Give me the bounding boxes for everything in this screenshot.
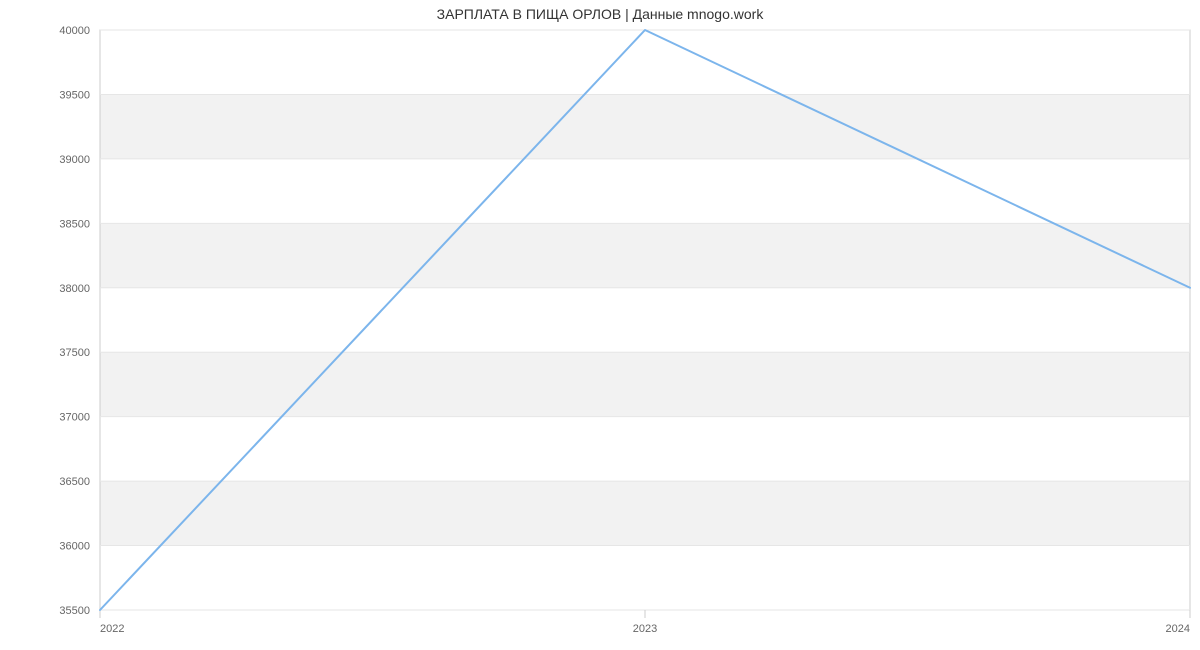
y-tick-label: 40000 — [59, 25, 90, 37]
y-tick-label: 38500 — [59, 218, 90, 230]
chart-svg: 35500 36000 36500 37000 37500 38000 38500 39000… — [0, 0, 1200, 650]
salary-line-chart: ЗАРПЛАТА В ПИЩА ОРЛОВ | Данные mnogo.wor… — [0, 0, 1200, 650]
x-tick-label: 2024 — [1166, 623, 1190, 635]
y-tick-label: 39500 — [59, 89, 90, 101]
y-tick-label: 38000 — [59, 283, 90, 295]
y-tick-label: 36500 — [59, 476, 90, 488]
y-tick-label: 39000 — [59, 154, 90, 166]
y-tick-label: 37500 — [59, 347, 90, 359]
y-tick-label: 36000 — [59, 541, 90, 553]
y-tick-label: 35500 — [59, 605, 90, 617]
chart-title: ЗАРПЛАТА В ПИЩА ОРЛОВ | Данные mnogo.wor… — [0, 6, 1200, 22]
y-tick-label: 37000 — [59, 412, 90, 424]
x-tick-label: 2022 — [100, 623, 124, 635]
x-tick-label: 2023 — [633, 623, 657, 635]
